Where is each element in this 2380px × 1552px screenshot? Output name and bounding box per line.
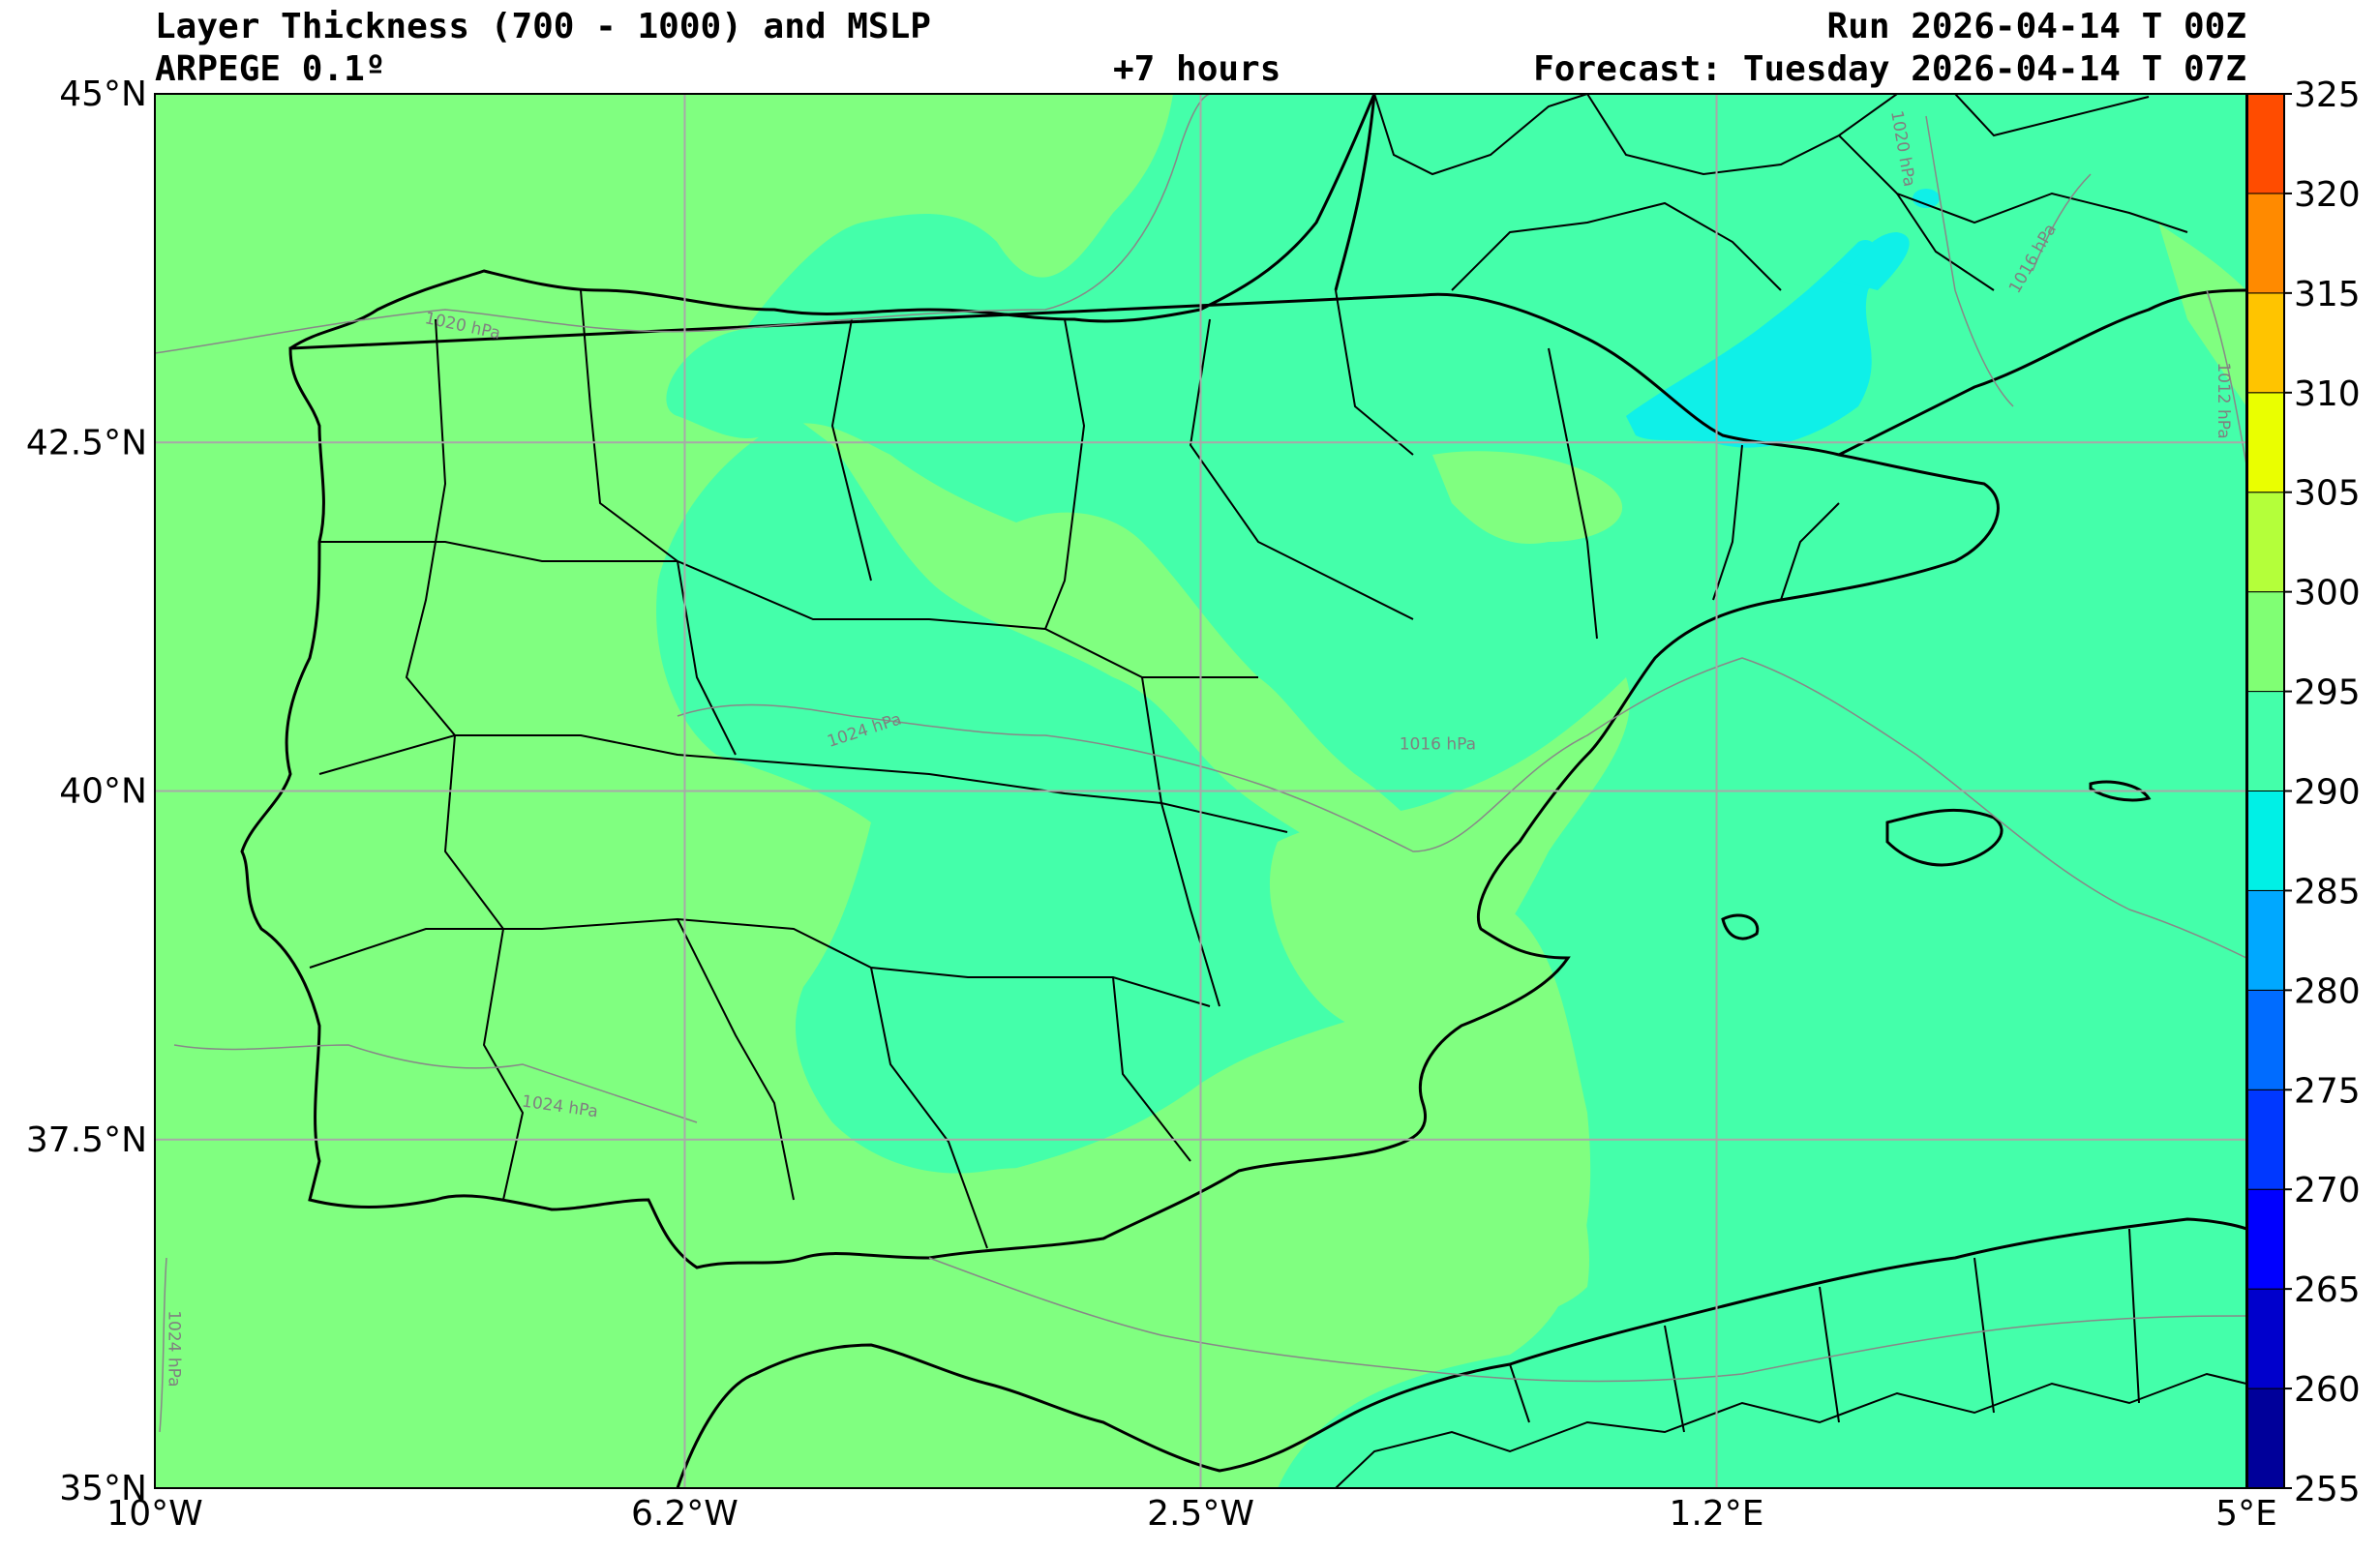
colorbar-segment-290	[2246, 691, 2285, 791]
map-title: Layer Thickness (700 - 1000) and MSLP	[155, 7, 931, 46]
colorbar-label-320: 320	[2294, 175, 2361, 215]
colorbar-label-300: 300	[2294, 574, 2361, 613]
colorbar: 255 260 265 270 275 280 285 290 295 300 305 310 315 3…	[2246, 75, 2361, 1509]
colorbar-label-265: 265	[2294, 1270, 2361, 1310]
colorbar-segment-320	[2246, 93, 2285, 194]
colorbar-segment-315	[2246, 193, 2285, 294]
colorbar-segment-305	[2246, 392, 2285, 493]
colorbar-label-290: 290	[2294, 773, 2361, 813]
lat-tick-label-0: 45°N	[59, 75, 147, 114]
colorbar-label-315: 315	[2294, 275, 2361, 314]
colorbar-segment-265	[2246, 1188, 2285, 1290]
colorbar-label-275: 275	[2294, 1071, 2361, 1111]
colorbar-label-325: 325	[2294, 75, 2361, 115]
lat-tick-label-2: 40°N	[59, 772, 147, 812]
coastline-africa	[676, 1217, 2246, 1488]
isobar-label-4: 1016 hPa	[1400, 734, 1476, 754]
colorbar-label-280: 280	[2294, 971, 2361, 1011]
colorbar-segment-270	[2246, 1089, 2285, 1190]
thickness-band-280-285	[1626, 240, 1879, 448]
coastline-mallorca	[1885, 808, 2003, 867]
lon-tick-label-1: 6.2°W	[631, 1494, 738, 1534]
coastline-menorca	[2089, 780, 2152, 802]
coastline-ibiza	[1721, 913, 1760, 940]
lat-tick-label-3: 37.5°N	[26, 1120, 147, 1160]
lon-tick-label-2: 2.5°W	[1147, 1494, 1254, 1534]
lon-tick-label-0: 10°W	[106, 1494, 202, 1534]
coastline-france	[1334, 94, 2246, 457]
colorbar-segment-255	[2246, 1388, 2285, 1489]
colorbar-segment-280	[2246, 889, 2285, 991]
forecast-time: Forecast: Tuesday 2026-04-14 T 07Z	[1533, 49, 2246, 89]
colorbar-label-270: 270	[2294, 1171, 2361, 1210]
colorbar-segment-300	[2246, 492, 2285, 593]
colorbar-label-260: 260	[2294, 1370, 2361, 1410]
longitude-labels: 10°W 6.2°W 2.5°W 1.2°E 5°E	[106, 1494, 2277, 1534]
isobar-label-3: 1024 hPa	[164, 1310, 183, 1387]
lon-tick-label-3: 1.2°E	[1670, 1494, 1764, 1534]
colorbar-segment-285	[2246, 791, 2285, 891]
coastlines	[240, 94, 2246, 1488]
model-name: ARPEGE 0.1º	[155, 49, 386, 89]
colorbar-segment-295	[2246, 591, 2285, 693]
colorbar-label-285: 285	[2294, 872, 2361, 911]
isobars	[155, 94, 2246, 1433]
colorbar-segment-275	[2246, 989, 2285, 1090]
isobar-label-7: 1012 hPa	[2214, 362, 2233, 438]
thickness-band-280-285-spot	[1913, 189, 1940, 208]
latitude-labels: 45°N 42.5°N 40°N 37.5°N 35°N	[26, 75, 147, 1508]
thickness-band-280-285-north	[1839, 232, 1910, 290]
colorbar-label-310: 310	[2294, 374, 2361, 414]
thickness-band-290-295-pocket-ebro	[1432, 451, 1623, 544]
colorbar-segment-260	[2246, 1288, 2285, 1389]
colorbar-segment-310	[2246, 292, 2285, 394]
admin-borders	[309, 94, 2246, 1488]
lat-tick-label-1: 42.5°N	[26, 423, 147, 463]
lat-tick-label-4: 35°N	[59, 1469, 147, 1508]
colorbar-label-295: 295	[2294, 673, 2361, 713]
colorbar-label-305: 305	[2294, 474, 2361, 514]
thickness-band-290-295-pocket-south	[968, 1000, 1589, 1335]
lon-tick-label-4: 5°E	[2215, 1494, 2277, 1534]
coastline-iberia	[240, 94, 2000, 1269]
colorbar-label-255: 255	[2294, 1470, 2361, 1509]
run-time: Run 2026-04-14 T 00Z	[1826, 7, 2246, 46]
lead-time: +7 hours	[1113, 49, 1281, 89]
